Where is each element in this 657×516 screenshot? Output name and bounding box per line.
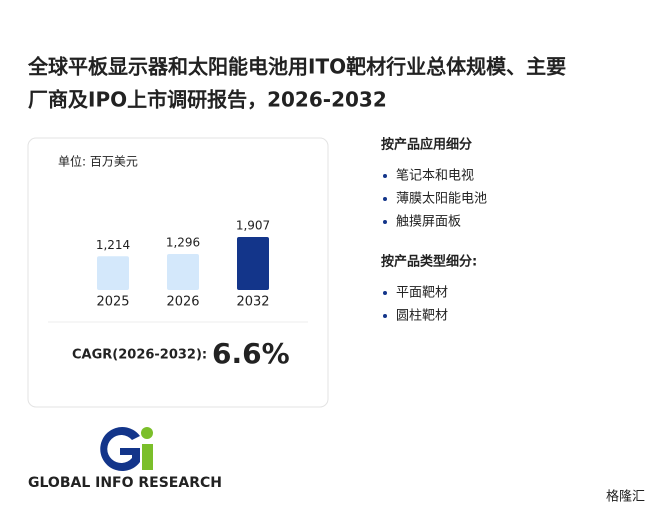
bar	[97, 256, 129, 290]
bar	[167, 254, 199, 290]
logo-i	[142, 444, 153, 470]
segment-item: 薄膜太阳能电池	[396, 192, 487, 207]
segment-item: 圆柱靶材	[396, 309, 448, 324]
value-label: 1,296	[166, 236, 200, 250]
bullet	[383, 220, 387, 224]
bar	[237, 237, 269, 290]
value-label: 1,214	[96, 238, 130, 252]
bullet	[383, 291, 387, 295]
title: 全球平板显示器和太阳能电池用ITO靶材行业总体规模、主要	[27, 55, 566, 79]
logo-text: GLOBAL INFO RESEARCH	[28, 475, 222, 491]
bullet	[383, 197, 387, 201]
value-label: 1,907	[236, 219, 270, 233]
logo-dot	[141, 427, 153, 439]
segment-heading: 按产品类型细分:	[381, 254, 477, 270]
segment-item: 笔记本和电视	[396, 168, 474, 184]
cagr-label: CAGR(2026-2032):	[72, 348, 207, 363]
watermark: 格隆汇	[606, 489, 645, 505]
bullet	[383, 314, 387, 318]
bullet	[383, 174, 387, 178]
category-label: 2025	[96, 295, 129, 310]
cagr-value: 6.6%	[212, 337, 290, 370]
unit-label: 单位: 百万美元	[58, 154, 138, 169]
logo-g	[100, 427, 140, 472]
logo-mark	[100, 427, 153, 472]
segment-item: 触摸屏面板	[396, 215, 461, 230]
category-label: 2032	[236, 295, 269, 310]
segment-item: 平面靶材	[396, 286, 448, 301]
segment-heading: 按产品应用细分	[381, 137, 472, 153]
category-label: 2026	[166, 295, 199, 310]
title: 厂商及IPO上市调研报告，2026-2032	[28, 88, 387, 112]
